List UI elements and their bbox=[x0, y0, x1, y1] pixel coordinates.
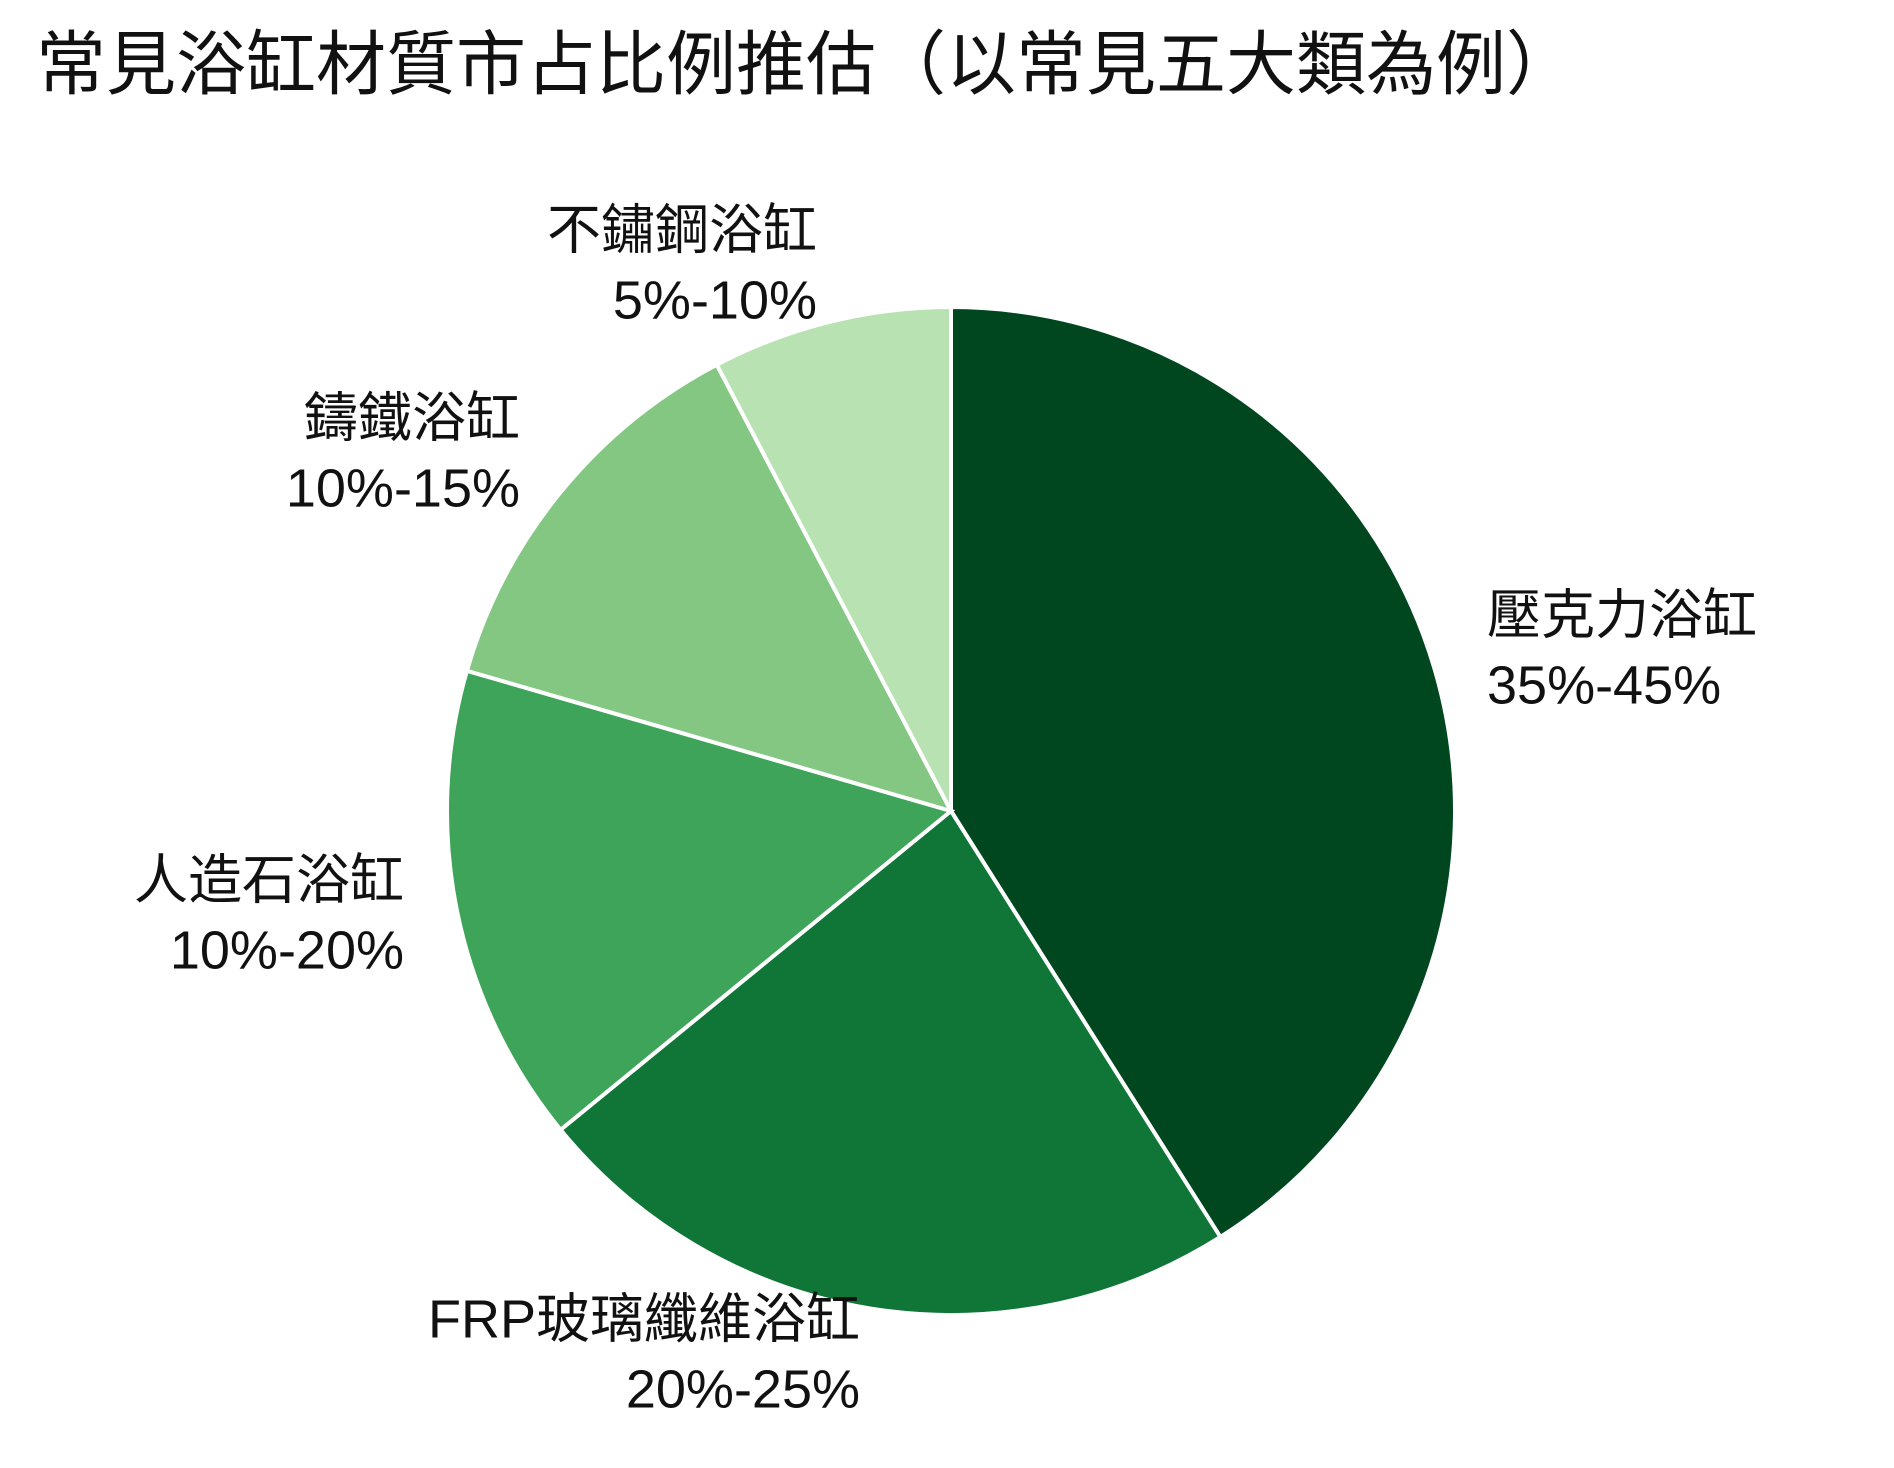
value-label: 10%-20% bbox=[170, 920, 404, 980]
value-label: 20%-25% bbox=[626, 1359, 860, 1419]
value-label: 35%-45% bbox=[1487, 655, 1721, 715]
pie-slice bbox=[464, 362, 955, 815]
slice-label: 不鏽鋼浴缸 bbox=[547, 200, 817, 260]
pie-slice bbox=[557, 808, 1224, 1317]
pie-slice bbox=[949, 304, 1457, 1240]
slice-label: 鑄鐵浴缸 bbox=[304, 388, 520, 448]
value-label: 10%-15% bbox=[286, 458, 520, 518]
pie-slice bbox=[445, 668, 956, 1133]
slice-label: 壓克力浴缸 bbox=[1487, 585, 1757, 645]
slice-label: 人造石浴缸 bbox=[134, 850, 404, 910]
pie-slice bbox=[714, 304, 953, 812]
slice-label: FRP玻璃纖維浴缸 bbox=[428, 1289, 860, 1349]
chart-title: 常見浴缸材質市占比例推估（以常見五大類為例） bbox=[36, 25, 1576, 103]
value-label: 5%-10% bbox=[613, 270, 817, 330]
